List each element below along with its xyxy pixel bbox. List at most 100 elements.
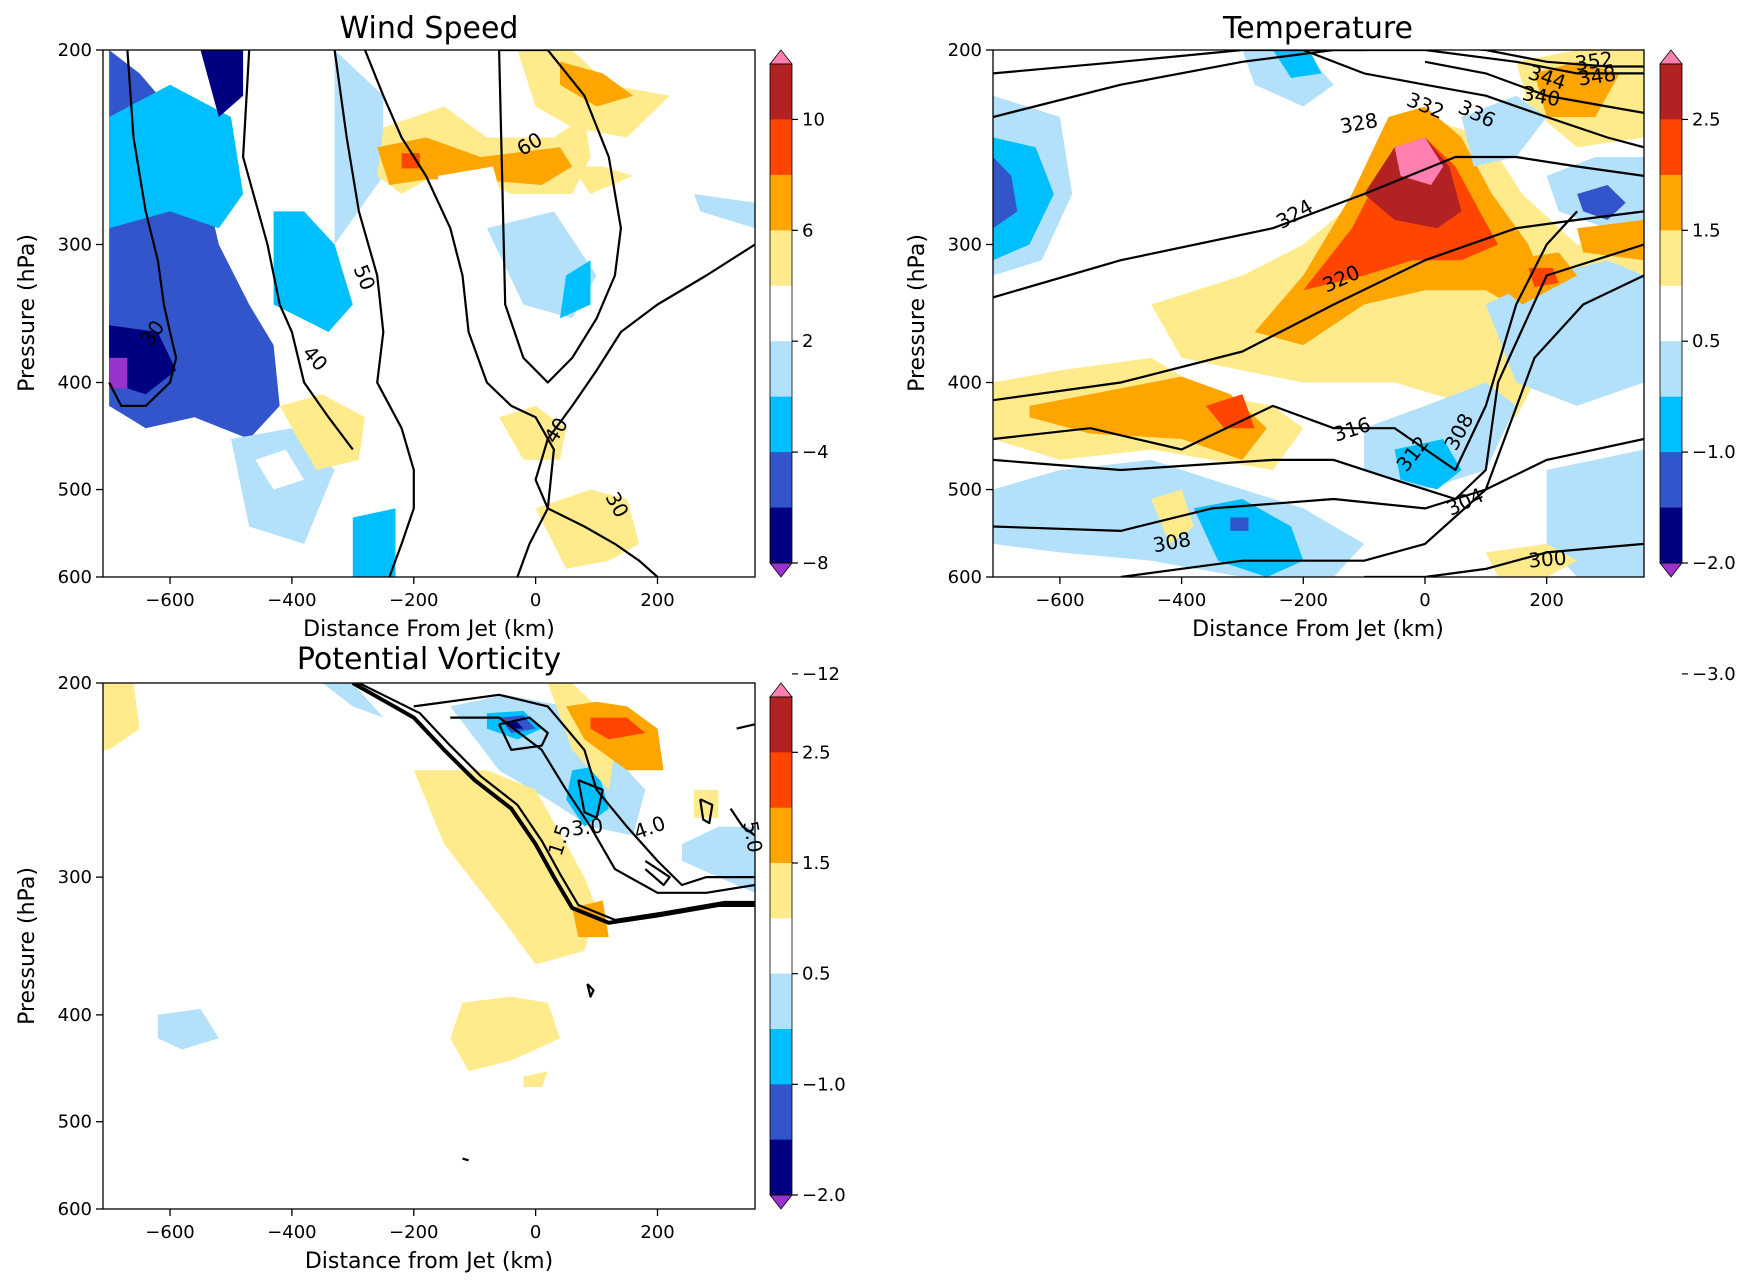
colorbar-swatch — [770, 341, 792, 398]
contour-line — [644, 859, 671, 887]
plot-frame — [102, 682, 756, 1210]
colorbar-swatch — [770, 752, 792, 809]
x-axis-label: Distance From Jet (km) — [1192, 617, 1444, 642]
x-tick-label: −600 — [145, 590, 194, 611]
shaded-region — [103, 683, 140, 750]
shaded-region — [413, 770, 597, 965]
contour-label: 352 — [1573, 47, 1614, 76]
x-tick-label: −400 — [1157, 590, 1206, 611]
shaded-region — [273, 211, 353, 332]
y-tick-label: 600 — [948, 567, 982, 588]
y-axis-label: Pressure (hPa) — [905, 234, 930, 392]
contour-line — [242, 50, 354, 451]
colorbar-tick-label: 2.5 — [1692, 109, 1721, 130]
shaded-region — [322, 683, 384, 718]
shaded-region — [352, 508, 396, 577]
x-tick-label: −200 — [1279, 590, 1328, 611]
y-tick-label: 500 — [58, 1112, 92, 1133]
colorbar-swatch — [770, 396, 792, 453]
colorbar-swatch — [1660, 230, 1682, 287]
x-tick-label: 200 — [640, 590, 674, 611]
y-tick-label: 400 — [58, 1005, 92, 1026]
contour-line — [498, 716, 549, 752]
colorbar-tick-label: 2.5 — [802, 742, 831, 763]
contour-line — [736, 723, 755, 730]
colorbar-extend-max — [769, 49, 793, 65]
shaded-region — [688, 166, 755, 203]
colorbar-tick-label: 2 — [802, 331, 813, 352]
shaded-region — [505, 722, 524, 729]
shaded-region — [547, 683, 615, 790]
contour-label: 300 — [1527, 545, 1567, 572]
colorbar: 10 6 2 −4 −8 −12 — [769, 49, 840, 685]
x-tick-label: 0 — [530, 1222, 541, 1243]
contour-label: 5.0 — [738, 819, 767, 854]
contour-line — [993, 274, 1644, 533]
shaded-region — [499, 405, 567, 460]
contour-line — [358, 683, 755, 922]
panel-wind-speed: Wind Speed 60 50 40 40 30 30 −600 −400 −20… — [15, 11, 840, 685]
contour-line — [534, 243, 755, 577]
x-tick-label: 200 — [1529, 590, 1563, 611]
y-tick-label: 300 — [58, 867, 92, 888]
shaded-region — [560, 61, 634, 107]
colorbar-tick-label: −2.0 — [802, 1185, 846, 1206]
shaded-field — [993, 50, 1644, 577]
x-tick-label: −600 — [1035, 590, 1084, 611]
contour-line — [498, 50, 623, 384]
y-axis: 200 300 400 500 600 — [58, 40, 103, 588]
shaded-field — [109, 50, 755, 577]
colorbar-frame — [769, 63, 793, 564]
shaded-region — [200, 50, 244, 117]
contour-line — [351, 683, 755, 925]
plot-frame — [992, 49, 1645, 578]
colorbar-extend-min — [769, 1194, 793, 1210]
colorbar-swatch — [770, 697, 792, 753]
contour-line — [993, 243, 1644, 501]
contour-line — [993, 210, 1578, 472]
colorbar-tick-label: −8 — [802, 553, 829, 574]
colorbar: 2.5 1.5 0.5 −1.0 −2.0 −3.0 — [1659, 49, 1736, 685]
contour-line — [1120, 437, 1644, 577]
colorbar-swatch — [1660, 285, 1682, 342]
contour-label: 3.0 — [570, 813, 604, 840]
contour-label: 40 — [298, 341, 333, 376]
panel-title: Temperature — [1222, 11, 1413, 46]
colorbar-tick-label: 1.5 — [1692, 220, 1721, 241]
colorbar-swatch — [770, 1029, 792, 1085]
y-tick-label: 300 — [58, 235, 92, 256]
contour-lines — [351, 683, 755, 1162]
y-axis: 200 300 400 500 600 — [948, 40, 993, 588]
contour-line — [699, 798, 714, 825]
x-axis: −600 −400 −200 0 200 — [145, 1209, 675, 1243]
colorbar-swatch — [770, 230, 792, 287]
y-tick-label: 400 — [58, 372, 92, 393]
contour-line — [462, 1157, 469, 1162]
shaded-region — [572, 166, 634, 194]
shaded-region — [334, 50, 384, 245]
x-tick-label: 0 — [530, 590, 541, 611]
x-axis-label: Distance From Jet (km) — [303, 617, 555, 642]
contour-line — [1364, 542, 1644, 577]
shaded-region — [291, 428, 353, 450]
colorbar-swatch — [1660, 119, 1682, 176]
colorbar-tick-label: 1.5 — [802, 853, 831, 874]
shaded-region — [444, 275, 487, 358]
shaded-region — [1534, 61, 1620, 117]
colorbar-frame — [1659, 63, 1683, 564]
colorbar-extend-min — [1659, 562, 1683, 578]
colorbar-swatch — [770, 1139, 792, 1196]
colorbar-swatch — [1660, 341, 1682, 398]
shaded-region — [438, 166, 506, 245]
shaded-field — [103, 683, 755, 1087]
shaded-region — [1193, 499, 1304, 577]
panel-potential-vorticity: Potential Vorticity 1.5 3.0 4.0 5.0 −600… — [15, 642, 846, 1274]
x-tick-label: 200 — [640, 1222, 674, 1243]
colorbar-swatch — [770, 973, 792, 1030]
colorbar-frame — [769, 696, 793, 1196]
colorbar-swatch — [770, 807, 792, 864]
shaded-region — [1394, 137, 1444, 185]
contour-line — [729, 807, 755, 837]
contour-line — [1302, 50, 1644, 149]
contour-line — [413, 693, 755, 887]
